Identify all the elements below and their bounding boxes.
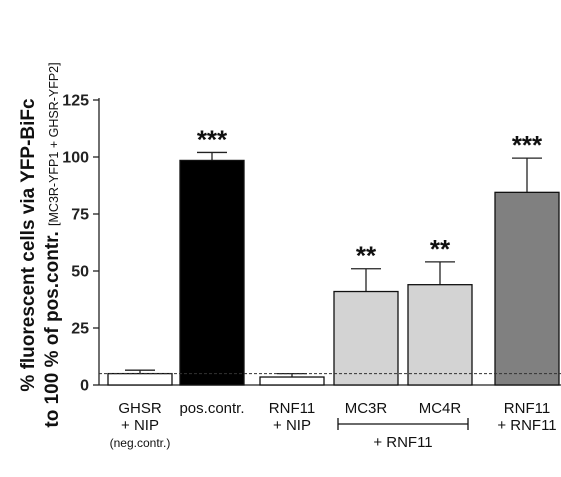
y-axis-title-line1: % fluorescent cells via YFP-BiFc: [18, 98, 39, 392]
x-category-label: + RNF11: [497, 417, 556, 434]
y-tick-label: 125: [62, 93, 89, 110]
x-category-label: RNF11: [269, 400, 315, 417]
y-tick-label: 100: [62, 150, 89, 167]
group-bracket-label: + RNF11: [373, 434, 432, 451]
x-category-label: + NIP: [273, 417, 311, 434]
bar: [407, 284, 473, 386]
bar: [107, 372, 173, 386]
significance-label: **: [356, 241, 377, 271]
x-category-label: + NIP: [121, 417, 159, 434]
y-tick-label: 25: [71, 321, 89, 338]
x-category-label: GHSR: [118, 400, 162, 417]
bar: [179, 159, 245, 386]
bar: [494, 191, 560, 386]
y-axis-title-line2: to 100 % of pos.contr. [MC3R-YFP1 + GHSR…: [42, 62, 63, 427]
axes: 0 25 50 75 100 125: [62, 93, 561, 395]
y-tick-label: 50: [71, 264, 89, 281]
bars-layer: ***** *****: [107, 124, 560, 386]
x-category-label: pos.contr.: [179, 400, 244, 417]
x-category-label: MC4R: [419, 400, 462, 417]
y-tick-label: 75: [71, 207, 89, 224]
y-axis-title-line2-small: [MC3R-YFP1 + GHSR-YFP2]: [47, 62, 61, 226]
y-tick-label: 0: [80, 378, 89, 395]
category-labels-layer: GHSR+ NIP(neg.contr.)pos.contr. RNF11+ NI…: [110, 400, 557, 451]
significance-label: **: [430, 234, 451, 264]
x-category-sublabel: (neg.contr.): [110, 436, 171, 450]
significance-label: ***: [197, 124, 228, 154]
y-axis-title-line2-main: to 100 % of pos.contr.: [42, 226, 63, 428]
x-category-label: RNF11: [504, 400, 550, 417]
bar: [259, 376, 325, 386]
significance-label: ***: [512, 130, 543, 160]
y-axis-title: % fluorescent cells via YFP-BiFc to 100 …: [18, 62, 63, 427]
bar: [333, 290, 399, 386]
x-category-label: MC3R: [345, 400, 388, 417]
